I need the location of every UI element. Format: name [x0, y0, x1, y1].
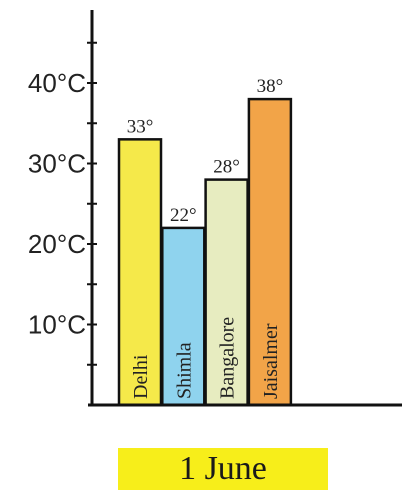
data-label: 38° [257, 76, 284, 97]
y-tick-label: 20°C [28, 229, 86, 259]
y-tick-label: 10°C [28, 310, 86, 340]
data-label: 22° [170, 205, 197, 226]
data-label: 28° [213, 157, 240, 178]
category-label: Jaisalmer [260, 323, 282, 399]
data-label: 33° [127, 116, 154, 137]
date-label-box: 1 June [118, 448, 328, 490]
bar-jaisalmer [247, 97, 293, 407]
bar-shimla [161, 226, 206, 407]
category-label: Bangalore [217, 317, 239, 399]
y-tick-label: 40°C [28, 68, 86, 98]
bar-labels: 33° Delhi 22° Shimla 28° Bangalore 38° Jaisalme… [127, 76, 284, 399]
y-tick-label: 30°C [28, 149, 86, 179]
y-axis: 10°C 20°C 30°C 40°C [28, 10, 97, 405]
date-label: 1 June [179, 450, 267, 487]
bar-delhi [117, 138, 163, 407]
category-label: Shimla [173, 342, 195, 399]
category-label: Delhi [130, 354, 152, 399]
